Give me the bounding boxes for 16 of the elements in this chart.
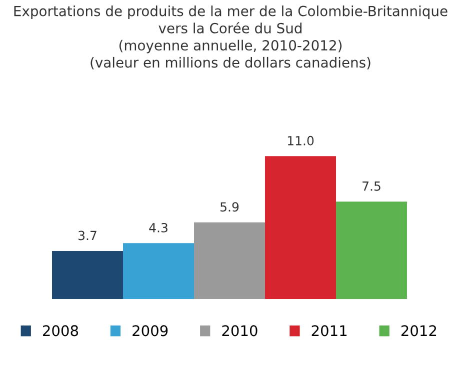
legend-label: 2010 (222, 325, 258, 336)
legend-label: 2011 (312, 325, 347, 336)
bar (123, 243, 194, 299)
legend-label: 2008 (42, 325, 78, 336)
bar (194, 222, 265, 299)
bar (265, 156, 336, 299)
legend-label: 2012 (401, 325, 436, 336)
bar (336, 202, 407, 299)
data-label: 11.0 (288, 136, 314, 146)
data-label: 5.9 (220, 202, 239, 212)
legend-label: 2009 (132, 325, 168, 336)
data-label: 4.3 (149, 222, 168, 232)
bar (52, 250, 123, 299)
data-label: 7.5 (362, 182, 380, 191)
chart-title: Exportations de produits de la mer de la Colombie-Britannique vers la Corée du Sud (moyenne annuelle, 2010-2012) (valeur en millions de dollars canadiens) (14, 6, 448, 70)
data-label: 3.7 (78, 230, 96, 240)
